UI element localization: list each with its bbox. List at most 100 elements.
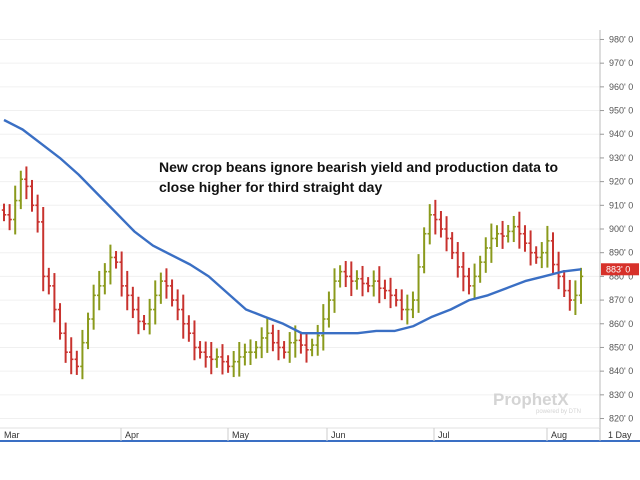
ohlc-bar: [270, 324, 276, 352]
y-tick-label: 920' 0: [609, 177, 633, 187]
ohlc-bar: [410, 291, 416, 319]
ohlc-bar: [505, 224, 511, 243]
y-tick-label: 850' 0: [609, 342, 633, 352]
ohlc-bar: [169, 279, 175, 307]
prophetx-watermark: ProphetX powered by DTN: [493, 390, 581, 415]
ohlc-bar: [108, 244, 113, 285]
y-tick-label: 820' 0: [609, 414, 633, 424]
last-price-box: [601, 263, 639, 276]
ohlc-bar: [500, 220, 505, 249]
month-label: Aug: [551, 430, 567, 440]
ohlc-bar: [153, 280, 158, 325]
y-tick-label: 840' 0: [609, 366, 633, 376]
ohlc-bar: [248, 339, 253, 365]
ohlc-bar: [522, 225, 528, 252]
y-tick-label: 860' 0: [609, 319, 633, 329]
last-price-tag: 883' 0: [601, 263, 639, 276]
ohlc-bar: [349, 261, 354, 297]
ohlc-bar: [220, 344, 225, 375]
ohlc-bar: [158, 272, 164, 304]
ohlc-bar: [545, 225, 550, 268]
ohlc-bar: [399, 289, 404, 321]
ohlc-bar: [164, 268, 169, 299]
ohlc-bar: [556, 251, 561, 290]
gridlines: [0, 38, 600, 420]
ohlc-bar: [265, 318, 270, 353]
ohlc-bar: [304, 332, 309, 363]
ohlc-bar: [225, 355, 231, 373]
ohlc-bar: [315, 324, 320, 356]
ohlc-bar: [259, 327, 264, 359]
ohlc-bar: [181, 294, 186, 339]
ohlc-bar: [63, 322, 68, 363]
ohlc-bar: [276, 329, 281, 361]
ohlc-bar: [567, 279, 572, 311]
ohlc-bar: [102, 263, 108, 295]
month-label: Apr: [125, 430, 139, 440]
ohlc-bar: [52, 273, 57, 323]
ohlc-bar: [130, 286, 136, 319]
y-tick-label: 940' 0: [609, 129, 633, 139]
ohlc-bar: [326, 291, 332, 328]
ohlc-bar: [461, 251, 466, 292]
y-tick-label: 930' 0: [609, 153, 633, 163]
chart-headline-line-2: close higher for third straight day: [159, 179, 382, 195]
ohlc-bar: [561, 269, 567, 297]
period-selector-label[interactable]: 1 Day: [608, 430, 632, 440]
y-axis: 820' 0 830' 0 840' 0 850' 0 860' 0 870' 0 880'…: [600, 34, 633, 424]
ohlc-bar: [343, 260, 348, 288]
ohlc-bar: [539, 242, 544, 269]
watermark-brand: ProphetX: [493, 390, 569, 409]
ohlc-bar: [242, 343, 248, 366]
ohlc-bar: [35, 194, 40, 233]
x-axis: Mar Apr May Jun Jul Aug: [4, 428, 567, 441]
ohlc-bar: [309, 338, 315, 357]
ohlc-bar: [147, 298, 152, 335]
ohlc-bar: [141, 314, 147, 331]
y-tick-label: 960' 0: [609, 82, 633, 92]
chart-headline-line-1: New crop beans ignore bearish yield and …: [159, 159, 558, 175]
ohlc-bar: [393, 288, 399, 307]
ohlc-bar: [494, 225, 500, 248]
ohlc-bar: [360, 265, 365, 297]
y-tick-label: 870' 0: [609, 295, 633, 305]
ohlc-bar: [197, 341, 203, 359]
ohlc-bar: [253, 341, 259, 359]
y-tick-label: 890' 0: [609, 248, 633, 258]
ohlc-bar: [449, 232, 455, 260]
ohlc-bar: [365, 277, 371, 293]
ohlc-bar: [511, 215, 516, 243]
moving-average-line: [3, 118, 582, 335]
ohlc-bar: [80, 329, 85, 380]
ohlc-bar: [69, 337, 74, 375]
ohlc-bar: [455, 242, 460, 278]
ohlc-bar: [354, 270, 360, 290]
ohlc-bar: [477, 255, 483, 283]
ohlc-bar: [41, 206, 46, 292]
ohlc-bar: [298, 331, 304, 354]
ohlc-bar: [1, 203, 7, 222]
ohlc-bar: [578, 267, 584, 304]
ohlc-bar: [287, 332, 292, 363]
ohlc-bar: [281, 341, 287, 359]
ohlc-bar: [466, 267, 472, 295]
ohlc-bar: [136, 296, 141, 335]
month-label: Mar: [4, 430, 20, 440]
ohlc-bar: [371, 270, 376, 297]
ohlc-bar: [550, 232, 556, 274]
ohlc-bar: [427, 204, 432, 245]
ohlc-bar: [74, 350, 80, 375]
ohlc-bar: [119, 251, 124, 297]
y-tick-label: 970' 0: [609, 58, 633, 68]
ohlc-bar: [405, 294, 410, 325]
ohlc-bar: [377, 266, 382, 304]
month-label: Jul: [438, 430, 450, 440]
ohlc-bars: [1, 166, 584, 380]
ohlc-bar: [57, 303, 63, 340]
watermark-sub: powered by DTN: [536, 409, 581, 415]
ohlc-bar: [573, 280, 578, 315]
y-tick-label: 950' 0: [609, 106, 633, 116]
ohlc-bar: [533, 246, 539, 264]
ohlc-bar: [421, 227, 427, 274]
